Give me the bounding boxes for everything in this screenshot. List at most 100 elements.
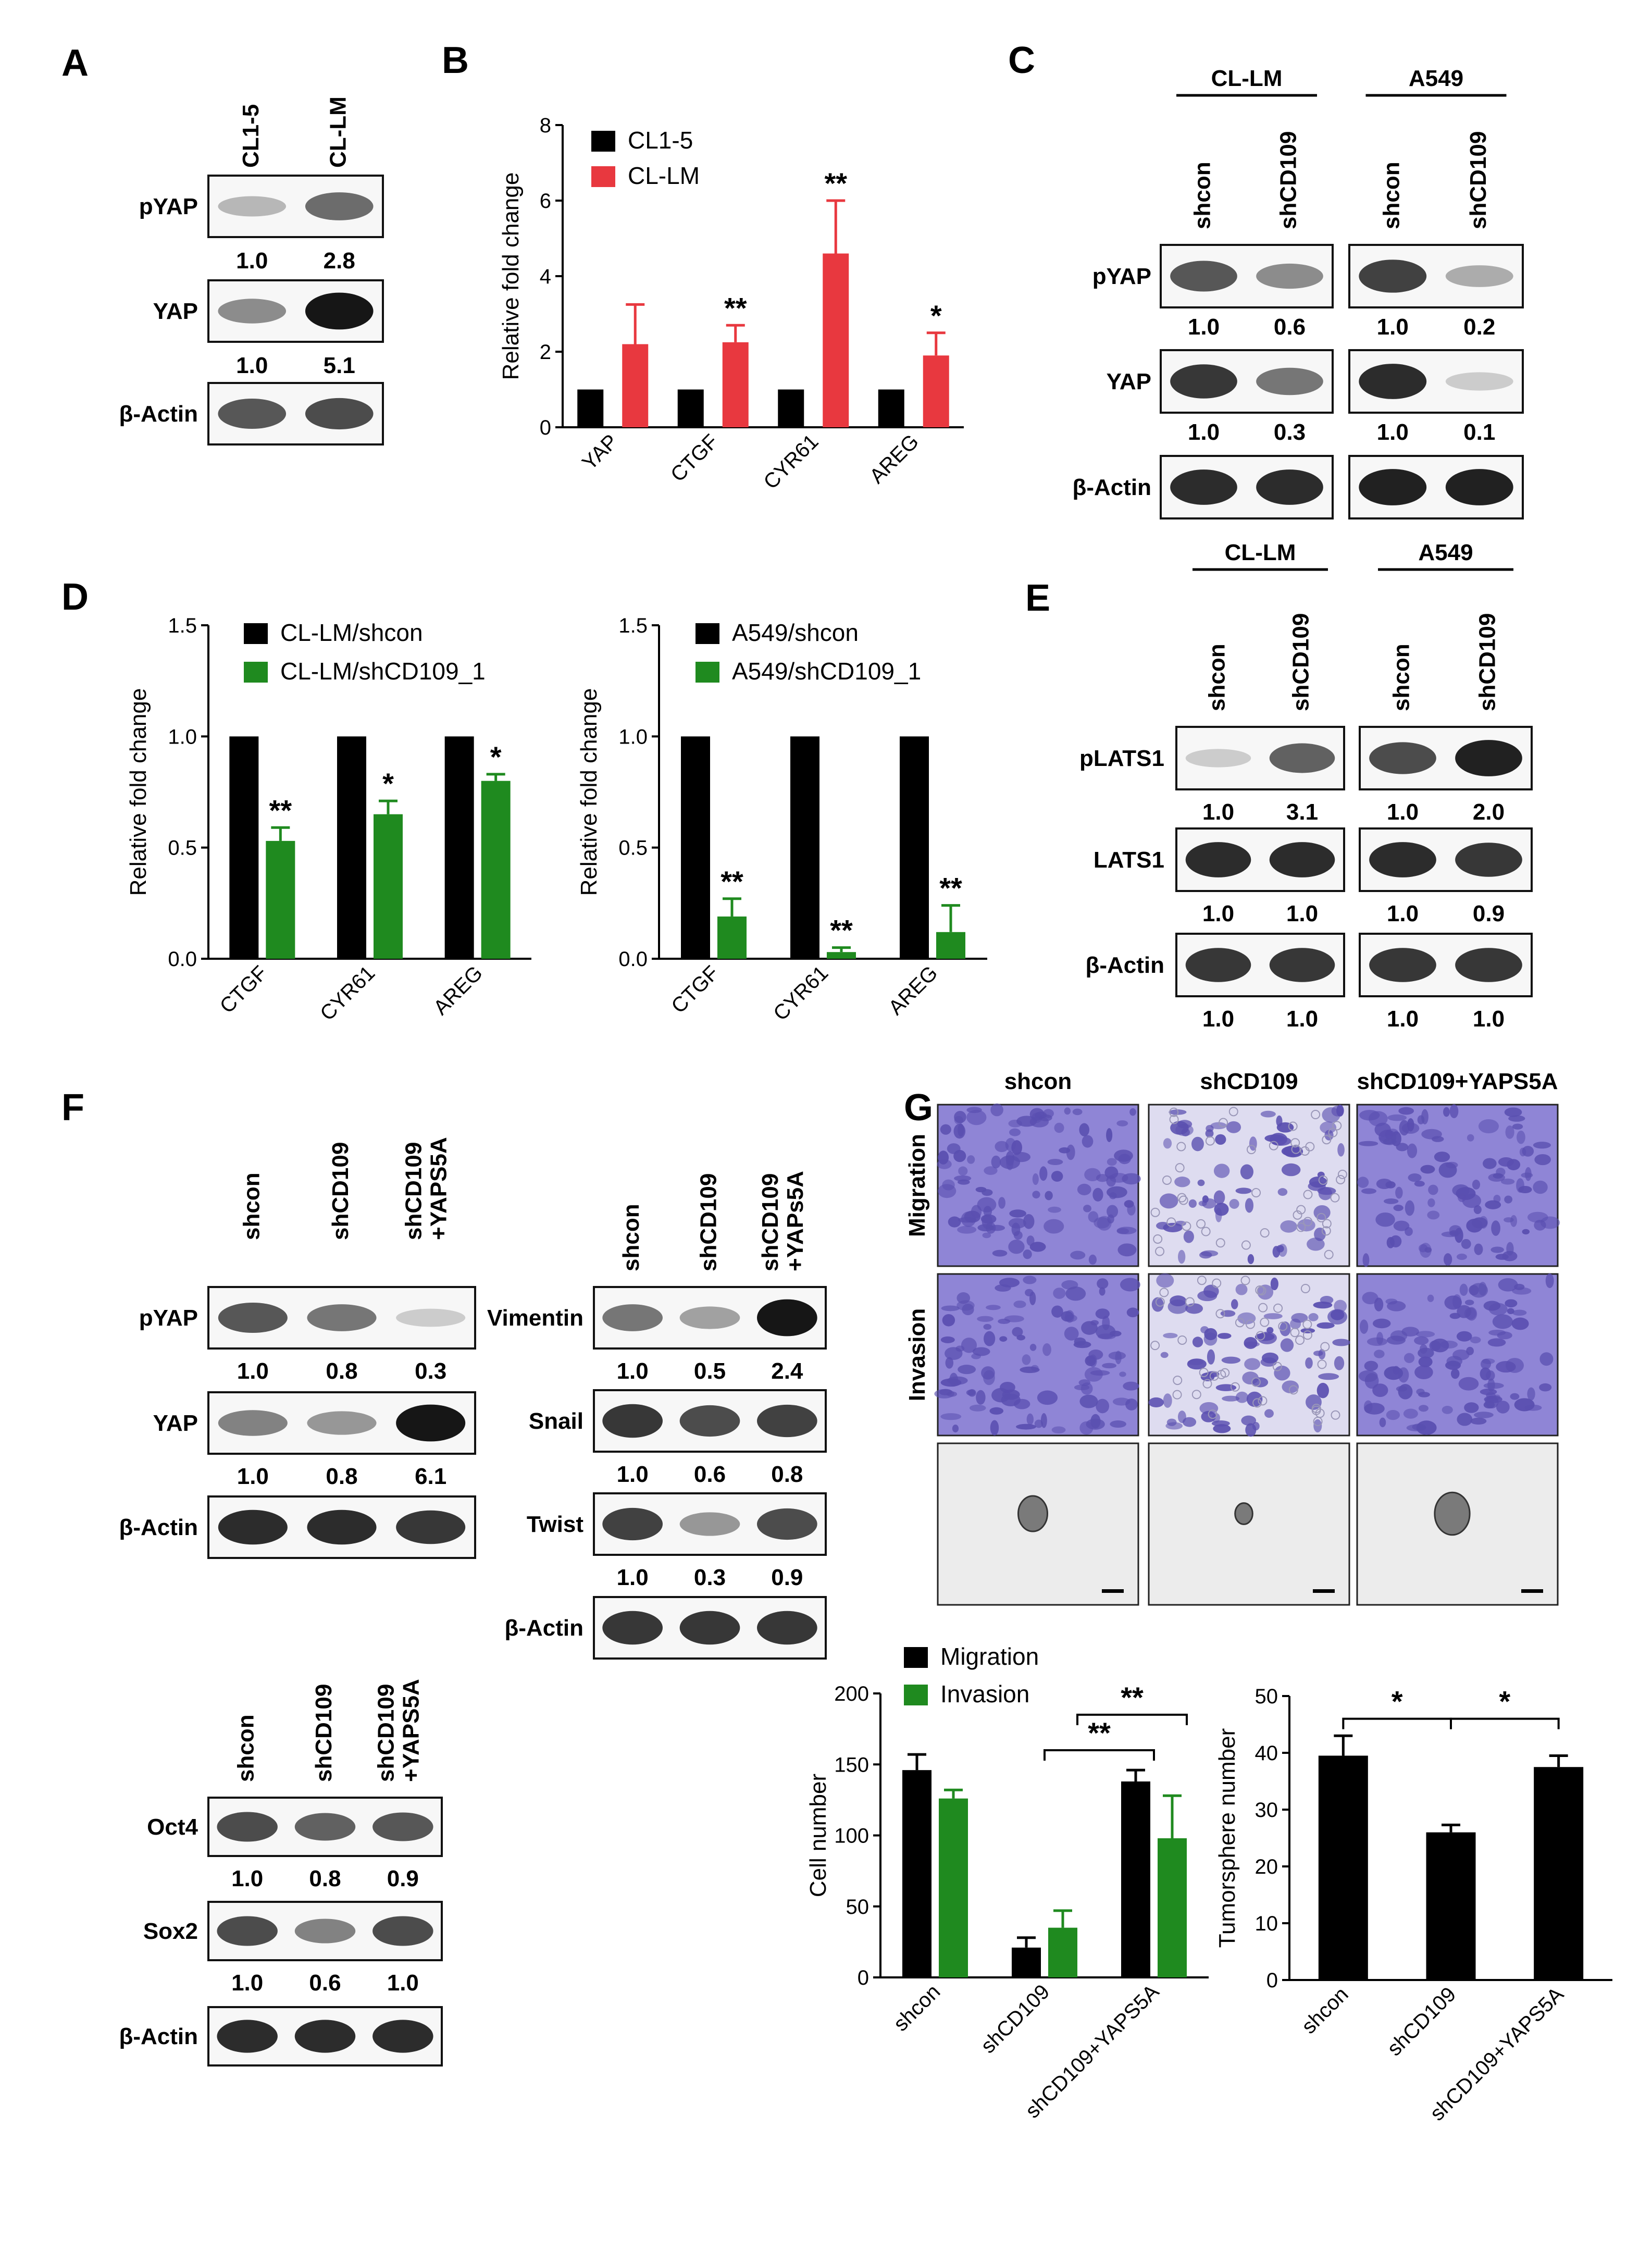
f2-quant-value: 0.9 [771, 1565, 803, 1590]
g-stained-cell [1466, 1346, 1474, 1355]
a-quant-value: 2.8 [324, 248, 355, 274]
g-membrane-pore [1155, 1297, 1165, 1307]
g-membrane-pore [1199, 1367, 1209, 1377]
g-stained-cell [1363, 1400, 1373, 1413]
f3-band [217, 1916, 278, 1946]
a-quant-value: 1.0 [236, 353, 268, 378]
g-stained-cell [1099, 1287, 1106, 1296]
g-stained-cell [1106, 1128, 1113, 1142]
g-membrane-pore [1196, 1219, 1206, 1229]
g-stained-cell [1151, 1297, 1164, 1312]
f3-band [372, 1812, 433, 1841]
d2-legend-swatch-2 [695, 662, 719, 683]
e-band [1369, 948, 1436, 982]
g-stained-cell [1482, 1358, 1495, 1364]
g-stained-cell [1504, 1217, 1514, 1223]
g1-significance-bracket [1044, 1749, 1155, 1761]
g-membrane-pore [1241, 1240, 1251, 1250]
f1-row-label-pyap: pYAP [139, 1305, 198, 1331]
f3-quant-value: 0.6 [309, 1970, 341, 1996]
g-membrane-pore [1322, 1219, 1332, 1229]
f3-quant-value: 1.0 [231, 1866, 263, 1891]
g-stained-cell [1178, 1249, 1186, 1264]
g-stained-cell [1051, 1305, 1063, 1318]
g-stained-cell [1051, 1426, 1066, 1434]
g-stained-cell [1084, 1367, 1103, 1382]
g-scale-bar [1521, 1589, 1543, 1593]
g-stained-cell [1094, 1217, 1110, 1229]
g-membrane-pore [1296, 1205, 1306, 1215]
e-lane-label-line: shCD109 [1475, 613, 1500, 711]
g-stained-cell [1313, 1301, 1333, 1309]
g-membrane-pore [1246, 1319, 1256, 1329]
b-x-tick-label-areg: AREG [865, 430, 923, 488]
a-band [305, 292, 374, 330]
g-stained-cell [1070, 1251, 1086, 1260]
g-stained-cell [1317, 1187, 1336, 1195]
g-stained-cell [1235, 1283, 1248, 1295]
e-band [1185, 749, 1251, 768]
g2-y-tick-label: 10 [1255, 1912, 1278, 1935]
d1-bar-ctgf-1 [229, 736, 259, 959]
g-column-label-shcd109: shCD109 [1200, 1069, 1298, 1094]
e-quant-value: 1.0 [1286, 901, 1318, 926]
f1-quant-value: 1.0 [237, 1464, 269, 1489]
d1-bar-cyr61-1 [337, 736, 366, 959]
g-stained-cell [940, 1413, 962, 1420]
f3-band [294, 1919, 356, 1944]
f2-quant-value: 1.0 [617, 1462, 649, 1487]
f2-lane-label-line: shCD109 [696, 1173, 722, 1271]
g-stained-cell [1199, 1402, 1219, 1415]
g-membrane-pore [1321, 1226, 1331, 1236]
g-stained-cell [966, 1389, 976, 1396]
g-stained-cell [1026, 1235, 1035, 1246]
g-stained-cell [945, 1347, 963, 1360]
g-stained-cell [1504, 1107, 1522, 1117]
g-stained-cell [1387, 1301, 1406, 1311]
chart-panel-d-cl-lm: 0.0 0.5 1.0 1.5 Relative fold change ** CTGF * C… [126, 614, 531, 1025]
g-stained-cell [1023, 1276, 1037, 1284]
e-lane-label-4: shCD109 [1475, 613, 1500, 711]
g-stained-cell [1025, 1289, 1034, 1296]
panel-letter-c: C [1008, 40, 1035, 81]
g-stained-cell [1231, 1299, 1238, 1309]
g-stained-cell [1492, 1314, 1513, 1329]
g-stained-cell [1215, 1208, 1222, 1222]
g-stained-cell [1376, 1178, 1393, 1190]
g-membrane-pore [1150, 1341, 1160, 1351]
g-stained-cell [1059, 1147, 1071, 1154]
f2-quant-value: 0.8 [771, 1462, 803, 1487]
g-stained-cell [1241, 1415, 1257, 1426]
g-stained-cell [1357, 1177, 1369, 1188]
g-membrane-pore [1202, 1379, 1212, 1389]
f3-lane-label-line: shCD109 [373, 1684, 399, 1782]
f1-band [396, 1404, 466, 1442]
f1-lane-label-line: shCD109 [401, 1142, 427, 1240]
g-membrane-pore [1258, 1396, 1268, 1406]
b-legend-label-1: CL1-5 [628, 127, 693, 154]
g-stained-cell [1415, 1331, 1435, 1338]
a-lane-label-line: CL1-5 [238, 104, 264, 168]
g-stained-cell [1464, 1402, 1479, 1413]
g-stained-cell [949, 1372, 958, 1387]
g-stained-cell [1431, 1136, 1444, 1142]
d2-x-tick-label-ctgf: CTGF [667, 961, 723, 1018]
g-stained-cell [1327, 1309, 1347, 1325]
f1-row-label-yap: YAP [153, 1410, 198, 1436]
g-stained-cell [1074, 1384, 1090, 1391]
g-stained-cell [1114, 1149, 1133, 1162]
g-membrane-pore [1336, 1174, 1346, 1184]
b-bar-ctgf-2 [722, 342, 749, 427]
g-stained-cell [1506, 1242, 1514, 1256]
g-stained-cell [1213, 1190, 1225, 1205]
f2-band [602, 1404, 663, 1438]
g-stained-cell [940, 1336, 955, 1343]
e-group-a549: A549 [1418, 540, 1473, 565]
g-stained-cell [1125, 1398, 1138, 1410]
b-legend-label-2: CL-LM [628, 162, 700, 189]
g-stained-cell [1107, 1205, 1119, 1218]
g-membrane-pore [1272, 1362, 1282, 1371]
a-quant-value: 5.1 [324, 353, 355, 378]
g-stained-cell [942, 1314, 955, 1327]
b-bar-yap-2 [622, 344, 649, 427]
